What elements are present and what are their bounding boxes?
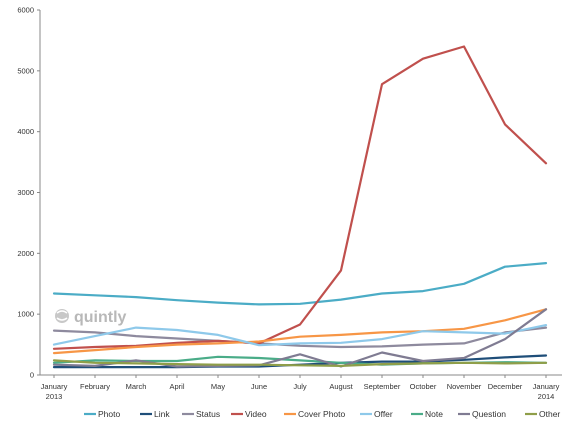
y-tick-label: 1000 bbox=[17, 310, 34, 319]
legend: Photo Link Status Video Cover Photo Offer Note… bbox=[84, 409, 560, 419]
x-tick-label: December bbox=[488, 382, 523, 391]
legend-label-photo: Photo bbox=[98, 409, 120, 419]
x-tick-label: July bbox=[293, 382, 307, 391]
watermark-text: quintly bbox=[74, 309, 127, 326]
y-tick-label: 5000 bbox=[17, 66, 34, 75]
series-line-video bbox=[52, 45, 548, 350]
legend-label-note: Note bbox=[425, 409, 443, 419]
series-line-question bbox=[52, 308, 548, 368]
x-tick-label: October bbox=[410, 382, 437, 391]
legend-label-other: Other bbox=[539, 409, 560, 419]
axes: 0 1000 2000 3000 4000 5000 6000 January 2013 Febr… bbox=[17, 6, 562, 401]
x-tick-label: November bbox=[447, 382, 482, 391]
legend-label-video: Video bbox=[245, 409, 267, 419]
y-tick-label: 3000 bbox=[17, 188, 34, 197]
legend-label-status: Status bbox=[196, 409, 220, 419]
x-tick-label: June bbox=[251, 382, 267, 391]
watermark: quintly bbox=[55, 309, 127, 326]
x-tick-label: March bbox=[126, 382, 147, 391]
legend-label-link: Link bbox=[154, 409, 170, 419]
series-line-other bbox=[52, 359, 548, 367]
series-line-offer bbox=[52, 324, 548, 347]
x-tick-label: September bbox=[364, 382, 401, 391]
series-lines bbox=[52, 45, 548, 369]
x-tick-label: May bbox=[211, 382, 225, 391]
series-line-photo bbox=[52, 262, 548, 306]
x-tick-label: April bbox=[169, 382, 184, 391]
series-line-cover-photo bbox=[52, 308, 548, 355]
x-tick-label: January 2013 bbox=[41, 382, 68, 401]
legend-label-cover-photo: Cover Photo bbox=[298, 409, 346, 419]
y-tick-label: 2000 bbox=[17, 249, 34, 258]
legend-label-offer: Offer bbox=[374, 409, 393, 419]
x-tick-label: January 2014 bbox=[533, 382, 560, 401]
x-tick-label: February bbox=[80, 382, 110, 391]
y-tick-label: 0 bbox=[30, 371, 34, 380]
y-tick-label: 4000 bbox=[17, 127, 34, 136]
y-tick-label: 6000 bbox=[17, 6, 34, 15]
series-line-status bbox=[52, 326, 548, 349]
legend-label-question: Question bbox=[472, 409, 506, 419]
x-tick-label: August bbox=[329, 382, 353, 391]
watermark-logo-mark bbox=[56, 310, 68, 321]
